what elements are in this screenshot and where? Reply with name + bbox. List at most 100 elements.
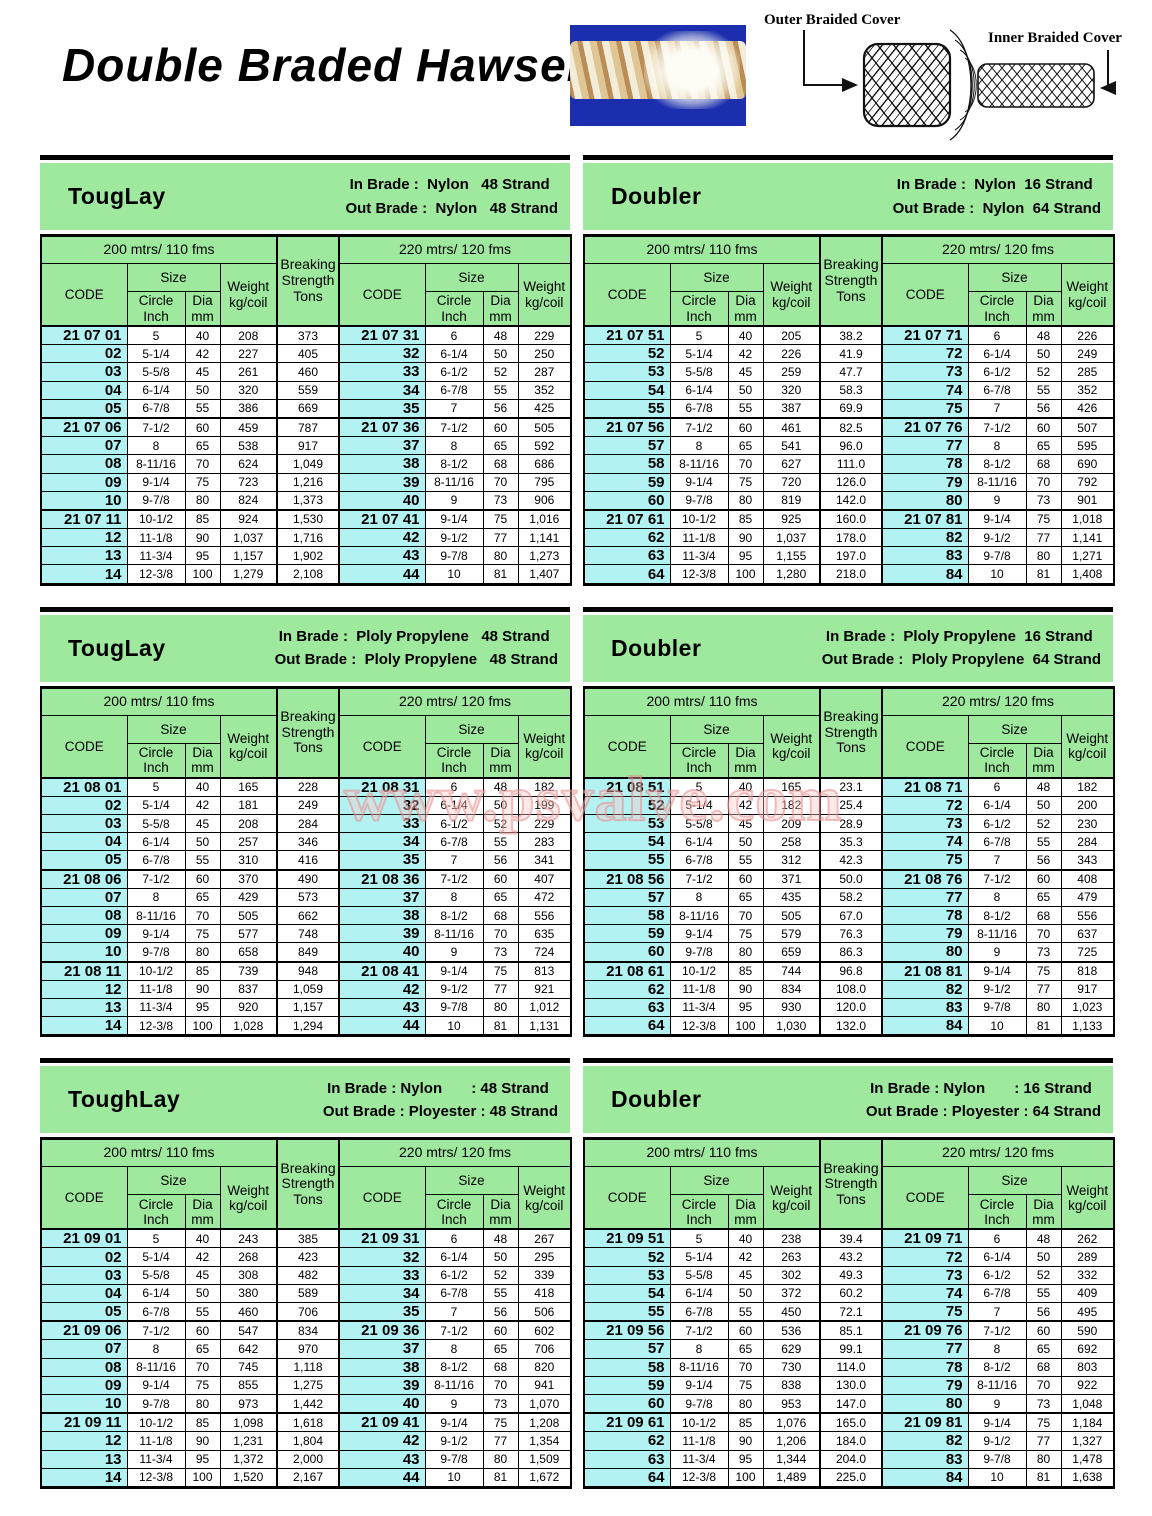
value-cell: 1,157 (276, 997, 341, 1018)
value-cell: 8-11/16 (669, 454, 729, 474)
value-cell: 77 (482, 1431, 519, 1451)
value-cell: 85.1 (819, 1320, 884, 1341)
value-cell: 295 (517, 1247, 572, 1267)
value-cell: 52 (1025, 813, 1062, 834)
value-cell: 820 (517, 1357, 572, 1377)
weight-line: Weight (770, 1182, 813, 1198)
code-cell: 37 (338, 1339, 426, 1359)
value-cell: 6 (424, 1228, 484, 1249)
table-row: 58 8-11/16 70 627 111.0 78 8-1/2 68 690 (583, 454, 1115, 474)
value-cell: 837 (219, 979, 278, 999)
value-cell: 6-1/4 (126, 380, 186, 400)
value-cell: 225.0 (819, 1467, 884, 1488)
inner-braided-cover-label: Inner Braided Cover (988, 30, 1122, 46)
value-cell: 55 (1025, 1283, 1062, 1304)
value-cell: 8-1/2 (967, 454, 1027, 474)
value-cell: 8-11/16 (967, 1375, 1027, 1395)
code-cell: 58 (583, 454, 671, 474)
table-row: 58 8-11/16 70 730 114.0 78 8-1/2 68 803 (583, 1357, 1115, 1377)
value-cell: 1,037 (762, 528, 821, 548)
value-cell: 48 (1025, 1228, 1062, 1249)
value-cell: 238 (762, 1228, 821, 1249)
value-cell: 9-1/4 (424, 509, 484, 530)
value-cell: 6-7/8 (126, 850, 186, 871)
dia-line: Dia (192, 1196, 213, 1212)
value-cell: 11-1/8 (669, 528, 729, 548)
table-row: 59 9-1/4 75 838 130.0 79 8-11/16 70 922 (583, 1375, 1115, 1395)
value-cell: 11-3/4 (669, 546, 729, 566)
code-cell: 08 (40, 454, 128, 474)
out-brade-line: Out Brade : Nylon 64 Strand (892, 199, 1101, 217)
code-cell: 43 (338, 997, 426, 1018)
value-cell: 662 (276, 905, 341, 926)
braid-spec: In Brade : Ploly Propylene 48 Strand Out… (275, 625, 558, 672)
value-cell: 589 (276, 1283, 341, 1304)
code-cell: 57 (583, 436, 671, 456)
table-row: 21 08 06 7-1/2 60 370 490 21 08 36 7-1/2 60 407 (40, 869, 572, 889)
value-cell: 505 (517, 417, 572, 438)
value-cell: 80 (184, 942, 221, 963)
value-cell: 60.2 (819, 1283, 884, 1304)
table-row: 08 8-11/16 70 624 1,049 38 8-1/2 68 686 (40, 454, 572, 474)
dia-line: mm (1032, 1211, 1055, 1227)
divider (40, 155, 570, 160)
value-cell: 229 (517, 813, 572, 834)
value-cell: 95 (727, 997, 764, 1018)
value-cell: 577 (219, 924, 278, 944)
code-cell: 05 (40, 850, 128, 871)
value-cell: 90 (727, 979, 764, 999)
value-cell: 200 (1060, 795, 1115, 816)
value-cell: 7-1/2 (424, 1320, 484, 1341)
code-cell: 12 (40, 528, 128, 548)
table-row: 21 09 11 10-1/2 85 1,098 1,618 21 09 41 9-1/4 7… (40, 1412, 572, 1433)
value-cell: 1,216 (276, 472, 341, 492)
code-cell: 62 (583, 1431, 671, 1451)
code-cell: 13 (40, 997, 128, 1018)
value-cell: 268 (219, 1247, 278, 1267)
value-cell: 1,407 (517, 564, 572, 585)
outer-braided-cover-label: Outer Braided Cover (764, 12, 901, 28)
code-cell: 79 (881, 1375, 969, 1395)
value-cell: 1,208 (517, 1412, 572, 1433)
value-cell: 9-7/8 (669, 490, 729, 511)
value-cell: 50 (482, 795, 519, 816)
value-cell: 1,354 (517, 1431, 572, 1451)
code-cell: 83 (881, 546, 969, 566)
dia-line: mm (1032, 760, 1055, 776)
circle-header: Circle Inch (424, 291, 484, 327)
value-cell: 624 (219, 454, 278, 474)
value-cell: 6-1/4 (967, 795, 1027, 816)
code-cell: 38 (338, 1357, 426, 1377)
circle-line: Circle (681, 1196, 717, 1212)
code-cell: 58 (583, 905, 671, 926)
value-cell: 10 (967, 1016, 1027, 1037)
table-doubler-polyester: Doubler In Brade : Nylon : 16 Strand Out… (583, 1058, 1116, 1489)
value-cell: 38.2 (819, 325, 884, 346)
value-cell: 75 (1025, 1412, 1062, 1433)
value-cell: 50 (727, 832, 764, 852)
code-cell: 39 (338, 472, 426, 492)
dia-line: Dia (1033, 745, 1054, 761)
value-cell: 10 (967, 1467, 1027, 1488)
value-cell: 9-1/4 (126, 472, 186, 492)
value-cell: 8-11/16 (126, 905, 186, 926)
table-row: 59 9-1/4 75 720 126.0 79 8-11/16 70 792 (583, 472, 1115, 492)
value-cell: 507 (1060, 417, 1115, 438)
code-cell: 21 08 31 (338, 777, 426, 797)
table-row: 64 12-3/8 100 1,489 225.0 84 10 81 1,638 (583, 1467, 1115, 1488)
weight-line: Weight (523, 279, 566, 295)
circle-header: Circle Inch (967, 1194, 1027, 1230)
value-cell: 9-7/8 (126, 942, 186, 963)
value-cell: 924 (219, 509, 278, 530)
table-row: 53 5-5/8 45 259 47.7 73 6-1/2 52 285 (583, 362, 1115, 382)
value-cell: 75 (727, 924, 764, 944)
code-cell: 40 (338, 942, 426, 963)
in-brade-line: In Brade : Nylon 48 Strand (345, 176, 550, 194)
code-cell: 52 (583, 795, 671, 816)
value-cell: 6-7/8 (669, 1302, 729, 1323)
value-cell: 9-7/8 (669, 942, 729, 963)
value-cell: 941 (517, 1375, 572, 1395)
weight-line: Weight (1066, 279, 1109, 295)
table-touglay-polypropylene: TougLay In Brade : Ploly Propylene 48 St… (40, 606, 573, 1038)
value-cell: 8-11/16 (967, 472, 1027, 492)
